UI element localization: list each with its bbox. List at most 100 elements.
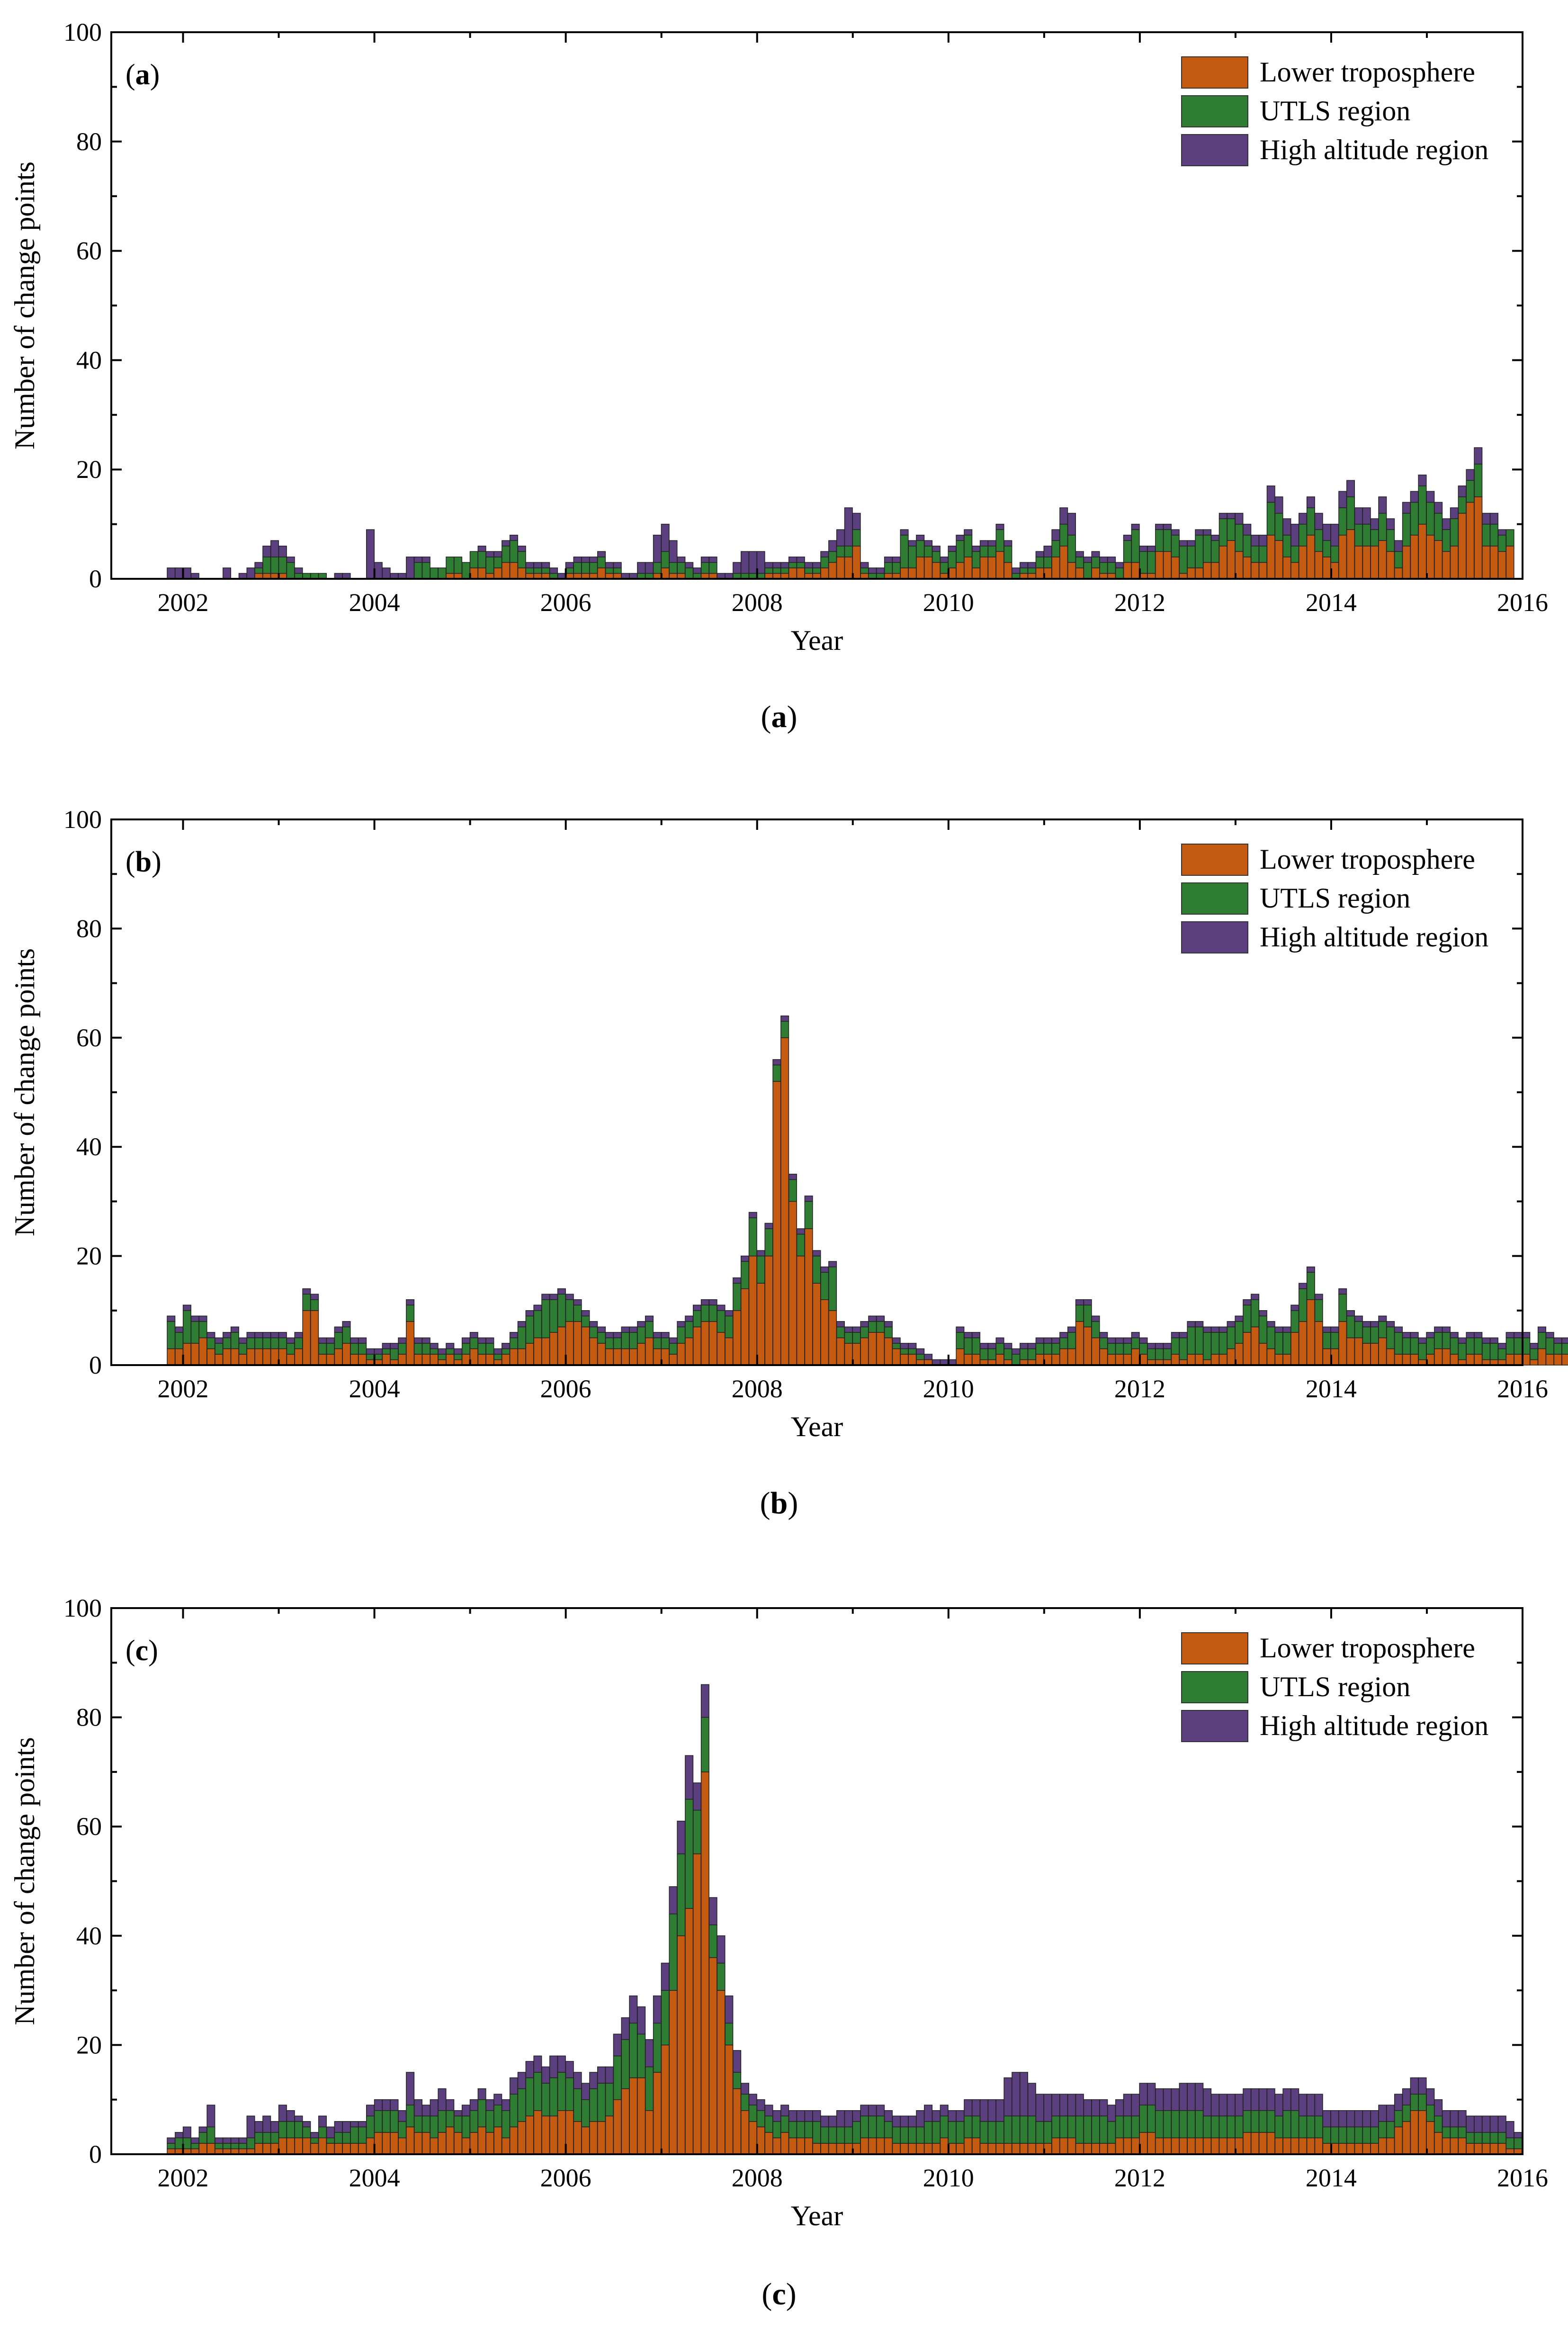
bar-high bbox=[740, 551, 749, 574]
bar-high bbox=[1322, 1326, 1331, 1333]
bar-utls bbox=[1466, 480, 1475, 503]
bar-high bbox=[1370, 1321, 1379, 1328]
panel-c: 0 20 40 60 80 100 2002 2004 2006 2008 2010 2012 2014… bbox=[9, 1594, 1548, 2231]
bar-high bbox=[995, 523, 1004, 530]
bar-high bbox=[1505, 1332, 1514, 1339]
bar-utls bbox=[748, 2104, 757, 2122]
bar-high bbox=[374, 1348, 383, 1355]
bar-high bbox=[637, 562, 646, 574]
bar-lower bbox=[1450, 546, 1459, 579]
bar-high bbox=[1290, 523, 1299, 547]
bar-high bbox=[485, 1337, 494, 1344]
bar-high bbox=[477, 546, 486, 552]
bar-high bbox=[1530, 1343, 1539, 1349]
bar-utls bbox=[270, 2132, 279, 2144]
bar-high bbox=[876, 567, 885, 574]
bar-utls bbox=[1083, 2115, 1092, 2144]
bar-utls bbox=[1203, 1332, 1212, 1360]
bar-high bbox=[1020, 1343, 1029, 1349]
bar-utls bbox=[700, 1304, 709, 1322]
bar-lower bbox=[908, 2143, 917, 2155]
bar-utls bbox=[1434, 513, 1443, 541]
bar-high bbox=[278, 2104, 287, 2122]
bar-utls bbox=[398, 2121, 407, 2139]
bar-high bbox=[940, 2104, 949, 2117]
bar-high bbox=[796, 557, 805, 563]
bar-high bbox=[1274, 1326, 1283, 1333]
legend-label: Lower troposphere bbox=[1260, 844, 1475, 875]
bar-utls bbox=[254, 2132, 263, 2144]
x-tick-label: 2016 bbox=[1497, 2164, 1548, 2192]
bar-high bbox=[1163, 2088, 1172, 2111]
bar-utls bbox=[780, 2115, 789, 2133]
bar-high bbox=[1043, 1337, 1052, 1344]
bar-utls bbox=[302, 1294, 311, 1311]
bar-utls bbox=[1482, 1343, 1491, 1360]
bar-utls bbox=[1210, 2115, 1219, 2139]
legend-swatch-lower bbox=[1181, 1632, 1248, 1664]
bar-high bbox=[1450, 2110, 1459, 2128]
bar-utls bbox=[613, 567, 622, 574]
bar-utls bbox=[1163, 1348, 1172, 1360]
bar-high bbox=[190, 1315, 199, 1322]
bar-utls bbox=[900, 534, 909, 568]
bar-lower bbox=[1394, 2126, 1403, 2155]
bar-utls bbox=[1035, 1343, 1044, 1355]
bar-lower bbox=[413, 1354, 422, 1366]
bar-high bbox=[1482, 1337, 1491, 1344]
bar-lower bbox=[669, 1354, 678, 1366]
bar-lower bbox=[1474, 496, 1483, 579]
bar-lower bbox=[1059, 2137, 1068, 2155]
bar-lower bbox=[1266, 2132, 1275, 2155]
bar-lower bbox=[884, 1337, 893, 1366]
bar-high bbox=[1434, 1326, 1443, 1333]
bar-high bbox=[493, 2094, 502, 2105]
bar-utls bbox=[1107, 562, 1116, 574]
bar-utls bbox=[733, 2072, 742, 2089]
bar-utls bbox=[1227, 2115, 1236, 2139]
bar-high bbox=[1219, 2094, 1228, 2117]
bar-utls bbox=[270, 557, 279, 574]
bar-utls bbox=[1131, 1337, 1140, 1349]
bar-high bbox=[740, 2083, 749, 2095]
bar-lower bbox=[167, 1348, 176, 1366]
bar-utls bbox=[653, 562, 662, 574]
bar-lower bbox=[1338, 2143, 1347, 2155]
bar-high bbox=[1131, 2094, 1140, 2117]
bar-utls bbox=[1131, 529, 1140, 563]
bar-utls bbox=[621, 2039, 630, 2089]
bar-lower bbox=[995, 1354, 1004, 1366]
bar-utls bbox=[1354, 2126, 1363, 2144]
bar-high bbox=[956, 2110, 965, 2122]
bar-lower bbox=[326, 2143, 335, 2155]
bar-high bbox=[502, 540, 511, 547]
bar-high bbox=[533, 1304, 542, 1311]
bar-high bbox=[1139, 546, 1148, 552]
bar-lower bbox=[605, 1348, 614, 1366]
bar-utls bbox=[908, 1348, 917, 1355]
bar-utls bbox=[382, 1348, 391, 1355]
x-tick-label: 2004 bbox=[349, 2164, 400, 2192]
bar-utls bbox=[278, 2121, 287, 2139]
bar-high bbox=[597, 551, 606, 558]
bar-lower bbox=[358, 1354, 367, 1366]
bar-lower bbox=[1370, 1343, 1379, 1366]
bar-utls bbox=[972, 551, 981, 568]
bar-high bbox=[669, 1337, 678, 1344]
bar-high bbox=[1210, 2094, 1219, 2117]
bar-high bbox=[1338, 2110, 1347, 2128]
bar-utls bbox=[1258, 546, 1267, 563]
bar-utls bbox=[1434, 1332, 1443, 1349]
bar-utls bbox=[286, 2121, 295, 2139]
bar-lower bbox=[717, 1990, 726, 2155]
bar-utls bbox=[1035, 557, 1044, 568]
bar-utls bbox=[597, 1332, 606, 1344]
bar-utls bbox=[1402, 1337, 1411, 1355]
bar-high bbox=[581, 2083, 590, 2100]
bar-high bbox=[1059, 507, 1068, 525]
bar-utls bbox=[605, 1337, 614, 1349]
bar-lower bbox=[852, 1343, 861, 1366]
bar-utls bbox=[788, 2121, 797, 2139]
bar-high bbox=[995, 2099, 1004, 2122]
bar-lower bbox=[190, 1343, 199, 1366]
